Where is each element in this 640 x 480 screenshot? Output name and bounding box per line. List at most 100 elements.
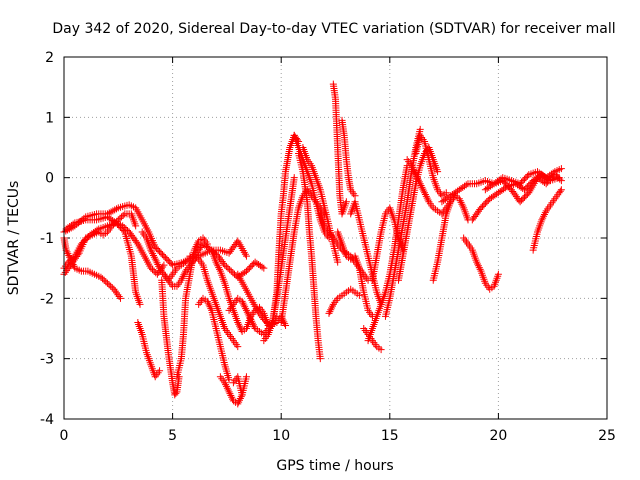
data-point — [118, 213, 126, 221]
data-point — [244, 310, 252, 318]
series-arc-06 — [134, 318, 164, 381]
data-point — [178, 274, 186, 282]
data-point — [242, 252, 250, 260]
data-point — [258, 263, 266, 271]
series-arc-19 — [260, 174, 298, 345]
data-point — [203, 240, 211, 248]
data-point — [215, 264, 223, 272]
data-point — [229, 269, 237, 277]
series-arc-16 — [225, 294, 281, 339]
data-point — [245, 264, 253, 272]
data-point — [103, 279, 111, 287]
data-point — [225, 376, 233, 384]
data-point — [191, 244, 199, 252]
data-point — [234, 400, 242, 408]
data-point — [156, 248, 164, 256]
data-point — [416, 125, 424, 133]
data-point — [100, 276, 108, 284]
data-point — [150, 267, 158, 275]
data-point — [316, 355, 324, 363]
data-point — [423, 194, 431, 202]
series-arc-05 — [62, 213, 144, 308]
data-point — [154, 261, 162, 269]
data-point — [547, 175, 555, 183]
data-point — [235, 320, 243, 328]
series-arc-08 — [158, 276, 183, 399]
data-point — [99, 275, 107, 283]
data-point — [222, 263, 230, 271]
data-point — [415, 178, 423, 186]
data-point — [253, 306, 261, 314]
data-point — [518, 196, 526, 204]
data-point — [412, 171, 420, 179]
data-point — [204, 299, 212, 307]
data-point — [247, 315, 255, 323]
series-arc-36 — [412, 131, 450, 200]
data-point — [418, 183, 426, 191]
data-point — [102, 278, 110, 286]
y-tick-label: 0 — [45, 171, 54, 187]
data-point — [520, 193, 528, 201]
data-point — [519, 177, 527, 185]
data-point — [149, 266, 157, 274]
data-point — [93, 226, 101, 234]
data-point — [190, 246, 198, 254]
data-point — [69, 261, 77, 269]
data-point — [247, 263, 255, 271]
x-tick-label: 0 — [60, 428, 69, 444]
series-arc-26 — [338, 116, 359, 200]
data-point — [409, 165, 417, 173]
data-point — [545, 177, 553, 185]
data-point — [477, 204, 485, 212]
data-point — [115, 222, 123, 230]
data-point — [180, 271, 188, 279]
data-point — [224, 386, 232, 394]
series-arc-22 — [295, 150, 324, 363]
data-point — [116, 294, 124, 302]
data-point — [249, 319, 257, 327]
data-point — [158, 251, 166, 259]
data-point — [235, 322, 243, 330]
data-point — [153, 245, 161, 253]
data-point — [149, 251, 157, 259]
data-point — [239, 299, 247, 307]
data-point — [114, 291, 122, 299]
data-point — [116, 214, 124, 222]
data-points — [60, 80, 565, 408]
data-point — [108, 284, 116, 292]
data-point — [227, 267, 235, 275]
data-point — [281, 320, 289, 328]
data-point — [226, 390, 234, 398]
data-point — [377, 346, 385, 354]
plot-frame — [63, 56, 608, 420]
data-point — [502, 180, 510, 188]
data-point — [234, 343, 242, 351]
data-point — [522, 192, 530, 200]
data-point — [163, 255, 171, 263]
data-point — [109, 207, 117, 215]
y-tick-label: -1 — [40, 231, 54, 247]
data-point — [105, 281, 113, 289]
x-tick-label: 25 — [598, 428, 616, 444]
data-point — [248, 317, 256, 325]
data-point — [111, 287, 119, 295]
grid-lines — [64, 57, 607, 419]
data-point — [557, 186, 565, 194]
data-point — [225, 388, 233, 396]
data-point — [160, 252, 168, 260]
data-point — [157, 249, 165, 257]
data-point — [522, 174, 530, 182]
series-arc-29 — [347, 198, 385, 308]
data-point — [64, 250, 72, 258]
data-point — [236, 324, 244, 332]
data-point — [67, 255, 75, 263]
x-tick-label: 20 — [489, 428, 507, 444]
y-axis-label: SDTVAR / TECUs — [6, 181, 22, 296]
data-point — [111, 206, 119, 214]
data-point — [422, 192, 430, 200]
data-point — [118, 225, 126, 233]
data-point — [539, 214, 547, 222]
series-arc-35 — [403, 156, 459, 218]
data-point — [540, 210, 548, 218]
data-point — [77, 240, 85, 248]
